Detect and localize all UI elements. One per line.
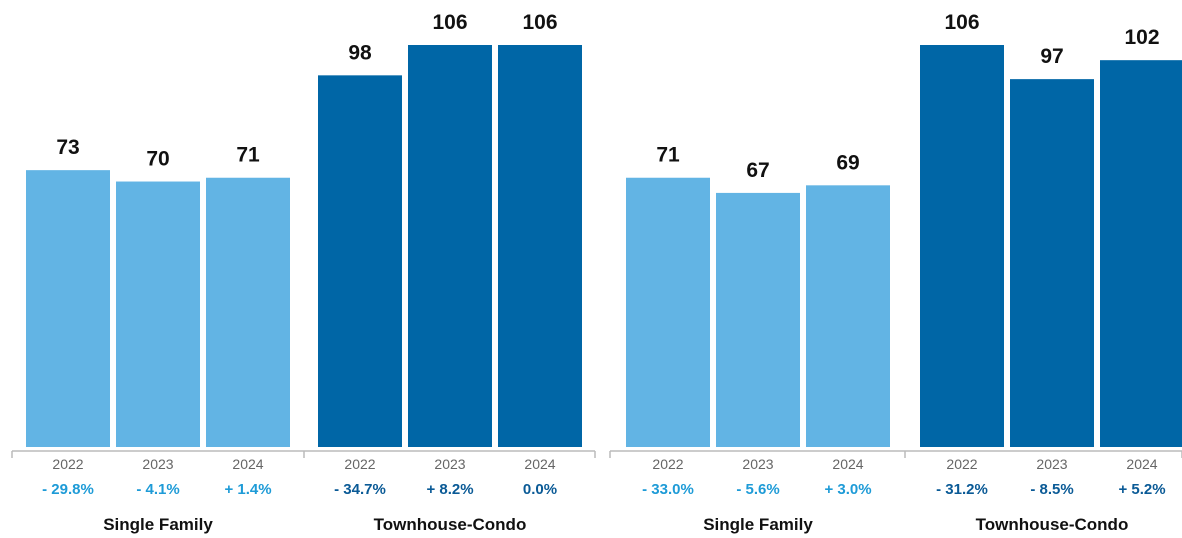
group-label: Single Family <box>703 515 813 534</box>
year-label: 2024 <box>524 456 555 472</box>
value-label: 73 <box>56 136 79 159</box>
year-label: 2022 <box>652 456 683 472</box>
bar <box>716 193 800 447</box>
value-label: 106 <box>432 11 467 34</box>
value-label: 71 <box>236 144 260 167</box>
bar <box>408 45 492 447</box>
year-label: 2024 <box>232 456 263 472</box>
change-label: 0.0% <box>523 481 557 498</box>
change-label: - 33.0% <box>642 481 694 498</box>
group-label: Single Family <box>103 515 213 534</box>
value-label: 71 <box>656 144 680 167</box>
chart-panel-1: 73 2022 - 29.8% 70 2023 - 4.1% 71 2024 + 1.4% Sin… <box>12 11 595 534</box>
year-label: 2023 <box>434 456 465 472</box>
year-label: 2022 <box>344 456 375 472</box>
chart-panel-2: 71 2022 - 33.0% 67 2023 - 5.6% 69 2024 + 3.0% Sin… <box>610 11 1182 534</box>
change-label: - 31.2% <box>936 481 988 498</box>
year-label: 2022 <box>946 456 977 472</box>
change-label: - 34.7% <box>334 481 386 498</box>
value-label: 98 <box>348 41 372 64</box>
change-label: + 8.2% <box>426 481 473 498</box>
year-label: 2023 <box>142 456 173 472</box>
value-label: 70 <box>146 148 169 171</box>
change-label: + 3.0% <box>824 481 871 498</box>
bar <box>1010 79 1094 447</box>
change-label: - 5.6% <box>736 481 779 498</box>
group-label: Townhouse-Condo <box>976 515 1129 534</box>
value-label: 97 <box>1040 45 1063 68</box>
value-label: 106 <box>944 11 979 34</box>
value-label: 106 <box>522 11 557 34</box>
group-label: Townhouse-Condo <box>374 515 527 534</box>
bar <box>626 178 710 447</box>
bar <box>318 75 402 447</box>
year-label: 2022 <box>52 456 83 472</box>
change-label: - 8.5% <box>1030 481 1073 498</box>
bar <box>1100 60 1182 447</box>
change-label: - 29.8% <box>42 481 94 498</box>
bar <box>920 45 1004 447</box>
value-label: 102 <box>1124 26 1159 49</box>
bar <box>116 182 200 447</box>
year-label: 2023 <box>742 456 773 472</box>
value-label: 67 <box>746 159 769 182</box>
value-label: 69 <box>836 151 859 174</box>
year-label: 2023 <box>1036 456 1067 472</box>
change-label: + 5.2% <box>1118 481 1165 498</box>
change-label: + 1.4% <box>224 481 271 498</box>
bar <box>206 178 290 447</box>
change-label: - 4.1% <box>136 481 179 498</box>
bar <box>26 170 110 447</box>
bar <box>806 185 890 447</box>
year-label: 2024 <box>1126 456 1157 472</box>
bar <box>498 45 582 447</box>
year-label: 2024 <box>832 456 863 472</box>
